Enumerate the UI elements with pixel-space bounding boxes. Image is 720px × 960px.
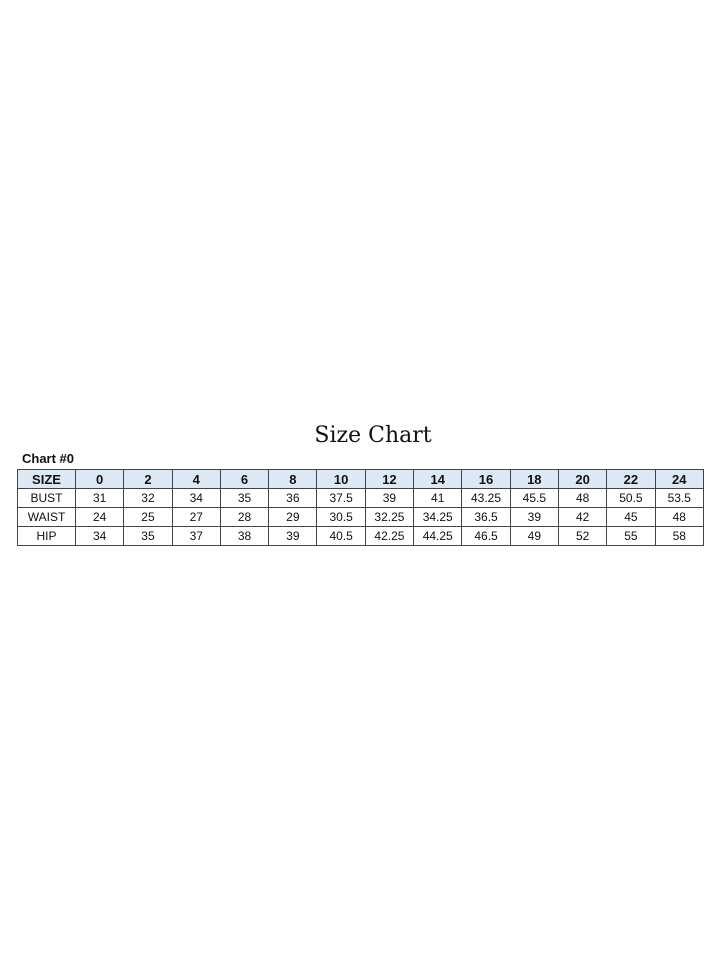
table-cell: 35 — [123, 526, 173, 546]
table-cell: 28 — [219, 507, 270, 527]
header-cell: 10 — [316, 469, 366, 489]
table-row: BUST 31 32 34 35 36 37.5 39 41 43.25 45.5 48 50.5 53.… — [17, 488, 705, 508]
table-cell: 41 — [413, 488, 463, 508]
header-cell: 24 — [654, 469, 705, 489]
table-cell: 30.5 — [316, 507, 366, 527]
header-cell: 6 — [219, 469, 270, 489]
header-cell: 4 — [171, 469, 221, 489]
table-cell: 43.25 — [461, 488, 511, 508]
table-cell: 45.5 — [509, 488, 559, 508]
header-cell: 20 — [557, 469, 608, 489]
table-cell: 34 — [74, 526, 125, 546]
table-cell: 40.5 — [316, 526, 366, 546]
table-cell: 35 — [219, 488, 270, 508]
row-label-cell: WAIST — [17, 507, 76, 527]
table-cell: 58 — [654, 526, 705, 546]
table-cell: 27 — [171, 507, 221, 527]
table-cell: 25 — [123, 507, 173, 527]
header-cell: 2 — [123, 469, 173, 489]
table-row: HIP 34 35 37 38 39 40.5 42.25 44.25 46.5 49 52 55 58 — [17, 526, 705, 546]
table-cell: 46.5 — [461, 526, 511, 546]
table-header-row: SIZE 0 2 4 6 8 10 12 14 16 18 20 22 24 — [17, 469, 705, 489]
table-cell: 31 — [74, 488, 125, 508]
table-cell: 38 — [219, 526, 270, 546]
table-cell: 36 — [268, 488, 318, 508]
table-cell: 42.25 — [364, 526, 415, 546]
chart-label: Chart #0 — [22, 451, 75, 466]
table-cell: 44.25 — [413, 526, 463, 546]
table-cell: 34.25 — [413, 507, 463, 527]
table-cell: 50.5 — [606, 488, 656, 508]
table-cell: 48 — [654, 507, 705, 527]
table-cell: 39 — [509, 507, 559, 527]
table-row: WAIST 24 25 27 28 29 30.5 32.25 34.25 36.5 39 42 45 4… — [17, 507, 705, 527]
header-cell: 18 — [509, 469, 559, 489]
table-cell: 29 — [268, 507, 318, 527]
header-cell: 0 — [74, 469, 125, 489]
header-cell: 8 — [268, 469, 318, 489]
header-cell-size: SIZE — [17, 469, 76, 489]
size-chart-table: SIZE 0 2 4 6 8 10 12 14 16 18 20 22 24 BUST 31 32 34 35 36… — [17, 469, 705, 546]
table-cell: 37.5 — [316, 488, 366, 508]
table-cell: 52 — [557, 526, 608, 546]
table-cell: 36.5 — [461, 507, 511, 527]
table-cell: 37 — [171, 526, 221, 546]
table-cell: 55 — [606, 526, 656, 546]
table-cell: 48 — [557, 488, 608, 508]
table-cell: 53.5 — [654, 488, 705, 508]
table-cell: 32.25 — [364, 507, 415, 527]
table-cell: 34 — [171, 488, 221, 508]
table-cell: 39 — [364, 488, 415, 508]
header-cell: 16 — [461, 469, 511, 489]
table-cell: 45 — [606, 507, 656, 527]
table-cell: 42 — [557, 507, 608, 527]
header-cell: 12 — [364, 469, 415, 489]
table-cell: 32 — [123, 488, 173, 508]
page-title: Size Chart — [314, 423, 432, 448]
header-cell: 22 — [606, 469, 656, 489]
table-cell: 24 — [74, 507, 125, 527]
row-label-cell: HIP — [17, 526, 76, 546]
header-cell: 14 — [413, 469, 463, 489]
table-cell: 39 — [268, 526, 318, 546]
row-label-cell: BUST — [17, 488, 76, 508]
table-cell: 49 — [509, 526, 559, 546]
